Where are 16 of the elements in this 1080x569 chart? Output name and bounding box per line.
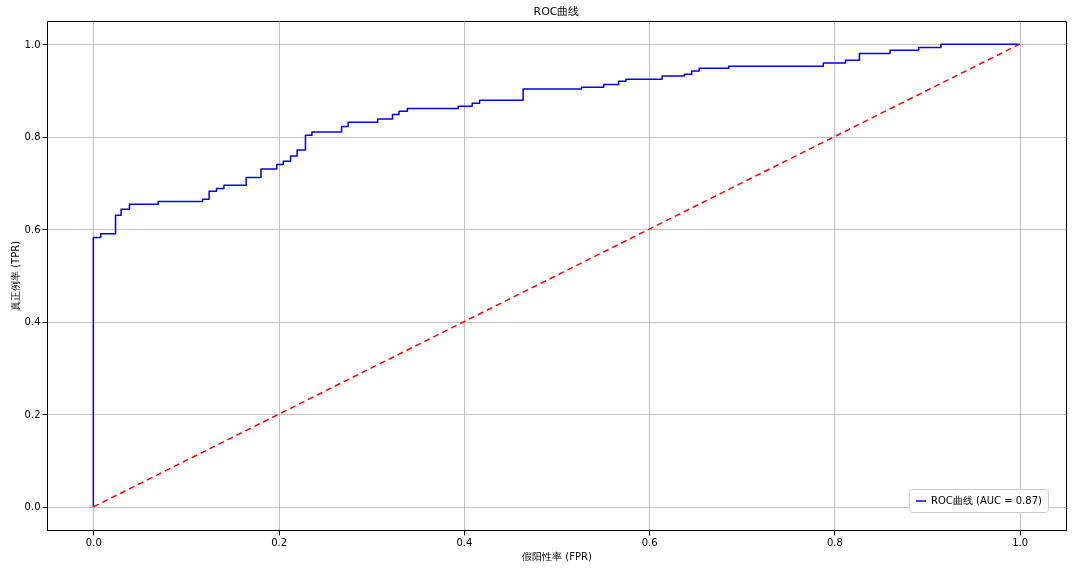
x-tick-label: 0.0 [85, 536, 102, 548]
chart-title: ROC曲线 [533, 5, 580, 18]
y-tick-label: 0.4 [24, 316, 41, 328]
y-axis-title: 真正例率 (TPR) [9, 240, 21, 312]
y-tick-label: 1.0 [24, 38, 41, 50]
legend-label: ROC曲线 (AUC = 0.87) [931, 495, 1043, 506]
x-tick-label: 0.4 [456, 536, 473, 548]
y-tick-label: 0.0 [24, 501, 41, 513]
y-tick-label: 0.6 [24, 223, 41, 235]
x-axis-title: 假阳性率 (FPR) [522, 550, 592, 562]
x-tick-label: 1.0 [1012, 536, 1029, 548]
x-tick-label: 0.6 [641, 536, 658, 548]
x-tick-label: 0.8 [826, 536, 843, 548]
y-tick-label: 0.2 [24, 408, 41, 420]
x-tick-label: 0.2 [271, 536, 288, 548]
y-tick-label: 0.8 [24, 131, 41, 143]
